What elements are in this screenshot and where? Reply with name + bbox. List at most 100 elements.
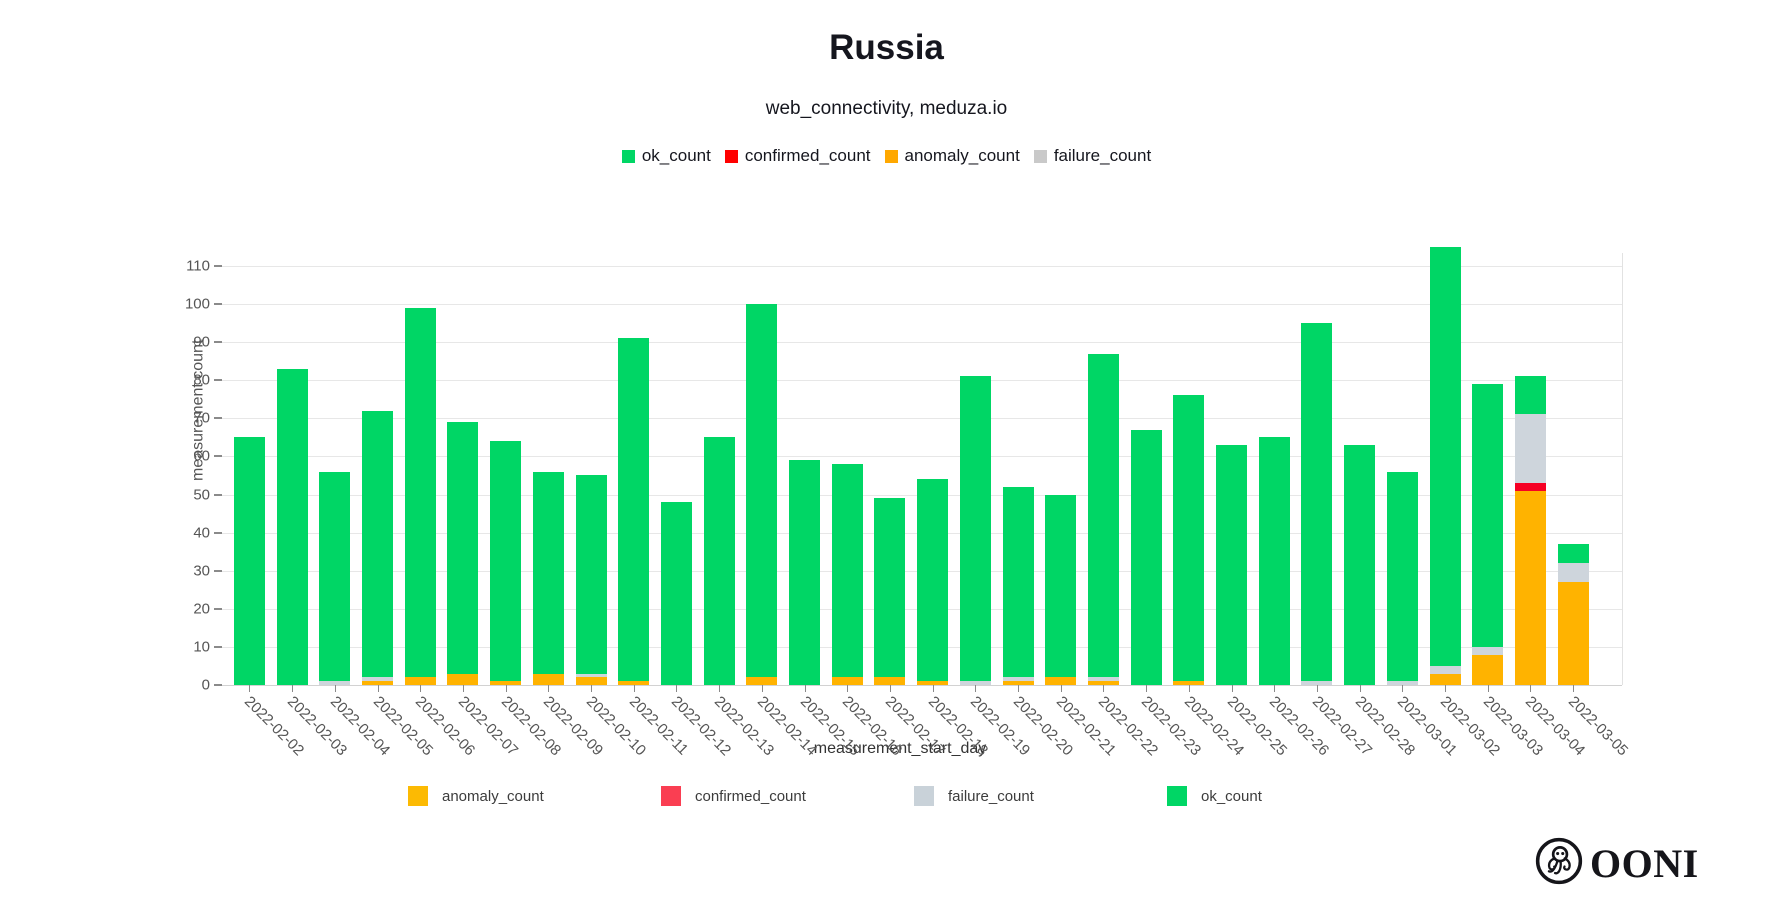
bar-2022-03-03-ok_count[interactable] [1472,384,1504,647]
bar-2022-02-14-anomaly_count[interactable] [746,677,778,685]
bar-2022-02-07-anomaly_count[interactable] [447,673,479,685]
bar-2022-02-05-ok_count[interactable] [362,410,393,678]
bar-2022-03-02-failure_count[interactable] [1429,665,1461,674]
bar-2022-02-16-anomaly_count[interactable] [831,677,863,685]
bar-2022-02-22-ok_count[interactable] [1087,353,1119,678]
bar-2022-03-04-confirmed_count[interactable] [1514,483,1546,491]
y-tick-label-40: 40 [193,524,210,542]
bar-2022-02-20-ok_count[interactable] [1002,486,1034,678]
bar-2022-02-10-anomaly_count[interactable] [575,677,607,685]
top-legend-swatch-failure_count [1033,149,1047,163]
bottom-legend-label-confirmed_count: confirmed_count [695,787,806,805]
top-legend-label-ok_count: ok_count [641,146,711,165]
bar-2022-02-11-anomaly_count[interactable] [618,681,650,685]
x-tick-2022-02-10 [591,685,592,692]
bar-2022-02-18-anomaly_count[interactable] [917,681,949,685]
bar-2022-02-20-anomaly_count[interactable] [1002,681,1034,685]
top-legend-swatch-confirmed_count [724,149,738,163]
y-tick-label-0: 0 [201,676,210,694]
bar-2022-02-02-ok_count[interactable] [233,437,265,685]
bar-2022-02-03-ok_count[interactable] [276,368,308,685]
bar-2022-02-05-failure_count[interactable] [362,677,393,682]
x-tick-2022-02-19 [975,685,977,692]
bar-2022-02-24-ok_count[interactable] [1173,395,1205,682]
y-tick-mark-80 [214,379,222,382]
bar-2022-03-05-failure_count[interactable] [1557,563,1589,583]
bar-2022-02-17-ok_count[interactable] [874,498,906,678]
y-tick-mark-70 [214,417,222,420]
bar-2022-02-09-anomaly_count[interactable] [532,673,564,685]
top-legend-item-ok_count: ok_count [621,146,711,166]
bar-2022-02-20-failure_count[interactable] [1002,677,1034,682]
bar-2022-03-03-failure_count[interactable] [1472,646,1504,655]
bar-2022-02-21-anomaly_count[interactable] [1045,677,1077,685]
x-tick-2022-03-03 [1487,685,1489,692]
bar-2022-02-06-ok_count[interactable] [404,307,436,678]
bar-2022-02-27-ok_count[interactable] [1301,323,1333,682]
bar-2022-02-25-ok_count[interactable] [1216,444,1247,685]
bar-2022-02-10-ok_count[interactable] [575,475,607,674]
bar-2022-02-08-anomaly_count[interactable] [490,681,522,685]
x-axis-title: measurement_start_day [813,740,987,757]
gridline-60 [222,456,1622,458]
bar-2022-02-10-failure_count[interactable] [575,673,607,678]
bar-2022-02-21-ok_count[interactable] [1045,494,1077,678]
bar-2022-03-05-anomaly_count[interactable] [1557,582,1589,685]
bar-2022-02-06-anomaly_count[interactable] [404,677,436,685]
x-tick-2022-02-11 [633,685,635,692]
bar-2022-02-19-failure_count[interactable] [959,681,991,685]
bar-2022-02-27-failure_count[interactable] [1301,681,1333,685]
x-tick-2022-02-07 [462,685,464,692]
gridline-80 [222,380,1622,382]
bar-2022-02-04-ok_count[interactable] [319,471,351,682]
y-tick-label-80: 80 [193,371,210,389]
bar-2022-02-19-ok_count[interactable] [959,376,991,682]
bar-2022-03-01-failure_count[interactable] [1386,681,1418,685]
bar-2022-03-04-failure_count[interactable] [1514,414,1546,484]
bar-2022-03-03-anomaly_count[interactable] [1472,654,1504,685]
bar-2022-02-15-ok_count[interactable] [789,460,820,685]
y-tick-mark-50 [214,493,222,496]
x-tick-2022-02-22 [1103,685,1105,692]
bar-2022-02-07-ok_count[interactable] [447,422,479,674]
bottom-legend-item-failure_count: failure_count [914,786,1034,806]
bar-2022-03-02-anomaly_count[interactable] [1429,673,1461,685]
bottom-legend-item-anomaly_count: anomaly_count [408,786,544,806]
y-tick-mark-100 [214,303,222,305]
x-tick-2022-02-20 [1018,685,1019,692]
bar-2022-02-14-ok_count[interactable] [746,304,778,678]
plot-right-border [1622,252,1623,685]
y-tick-label-20: 20 [193,600,210,618]
bar-2022-02-09-ok_count[interactable] [532,471,564,674]
bar-2022-02-11-ok_count[interactable] [618,338,650,682]
bar-2022-02-24-anomaly_count[interactable] [1173,681,1205,685]
x-tick-2022-02-05 [377,685,379,692]
bar-2022-02-05-anomaly_count[interactable] [362,681,393,685]
bar-2022-03-05-ok_count[interactable] [1557,544,1589,564]
top-legend-item-anomaly_count: anomaly_count [884,146,1020,166]
y-tick-label-70: 70 [193,409,210,427]
bar-2022-02-23-ok_count[interactable] [1130,429,1162,685]
bar-2022-03-04-ok_count[interactable] [1514,376,1546,415]
y-tick-label-60: 60 [193,447,210,465]
bar-2022-02-18-ok_count[interactable] [917,479,949,682]
bar-2022-02-08-ok_count[interactable] [490,441,522,682]
bar-2022-02-28-ok_count[interactable] [1344,444,1376,685]
chart-title: Russia [829,28,944,67]
bar-2022-02-17-anomaly_count[interactable] [874,677,906,685]
gridline-0 [222,685,1622,686]
y-tick-label-50: 50 [193,486,210,503]
bar-2022-03-04-anomaly_count[interactable] [1514,490,1546,685]
x-tick-2022-02-14 [761,685,763,692]
bar-2022-02-22-anomaly_count[interactable] [1087,681,1119,685]
bar-2022-02-26-ok_count[interactable] [1258,437,1290,685]
x-tick-2022-02-23 [1146,685,1148,692]
bar-2022-02-04-failure_count[interactable] [319,681,351,685]
bar-2022-02-16-ok_count[interactable] [831,464,863,678]
bar-2022-02-13-ok_count[interactable] [703,437,735,685]
bar-2022-02-22-failure_count[interactable] [1087,677,1119,682]
bottom-legend-item-ok_count: ok_count [1167,786,1262,806]
bar-2022-03-02-ok_count[interactable] [1429,246,1461,666]
bar-2022-03-01-ok_count[interactable] [1386,471,1418,682]
bar-2022-02-12-ok_count[interactable] [660,502,692,685]
